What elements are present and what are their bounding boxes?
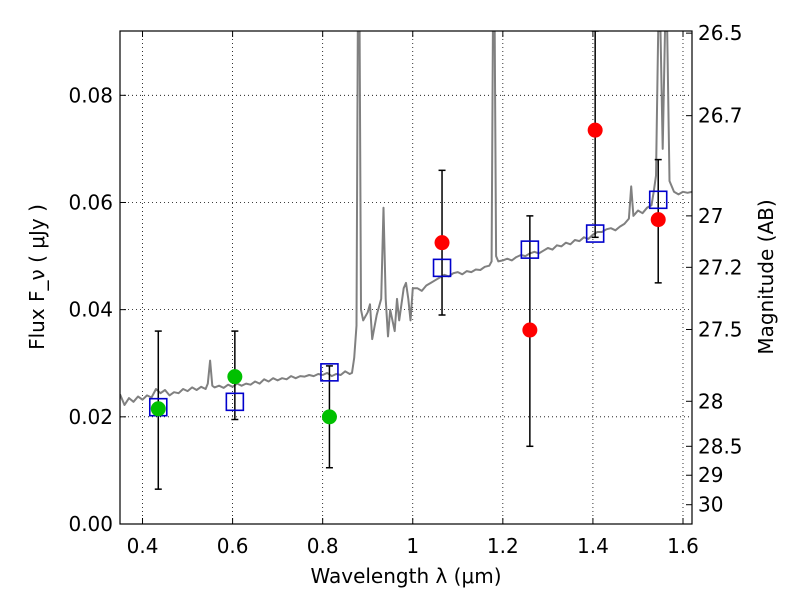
x-tick-label: 1.6 (667, 534, 699, 558)
y-tick-label: 0.08 (68, 83, 113, 107)
plot-frame (119, 30, 693, 525)
observed-point (650, 212, 666, 228)
observed-circle-markers (150, 122, 666, 425)
right-tick-label: 26.7 (698, 104, 743, 128)
observed-point (227, 369, 243, 385)
grid (120, 31, 692, 524)
model-square (585, 224, 605, 243)
observed-point (321, 409, 337, 425)
right-tick-label: 26.5 (698, 21, 743, 45)
right-tick-label: 27.5 (698, 317, 743, 341)
x-axis-label: Wavelength λ (μm) (310, 564, 501, 588)
x-tick-label: 1 (406, 534, 419, 558)
right-tick-label: 30 (698, 493, 723, 517)
model-square (648, 190, 668, 210)
x-tick-label: 0.6 (217, 534, 249, 558)
observed-point (522, 322, 538, 338)
observed-point (434, 235, 450, 251)
y-tick-label: 0.04 (68, 298, 113, 322)
y-tick-label: 0.02 (68, 405, 113, 429)
model-square (432, 258, 452, 278)
axis-ticks: 0.4 0.6 0.8 1 1.2 1.4 1.6 0.00 0.02 0.04 0.06 0.08 2… (68, 21, 742, 558)
model-square (320, 363, 339, 382)
x-tick-label: 0.4 (127, 534, 159, 558)
right-tick-label: 27.2 (698, 255, 743, 279)
right-tick-label: 27 (698, 204, 723, 228)
right-tick-label: 29 (698, 463, 723, 487)
y-axis-label: Flux F_ν ( μJy ) (25, 204, 49, 350)
y-axis-right-label: Magnitude (AB) (754, 199, 778, 354)
x-tick-label: 0.8 (307, 534, 339, 558)
y-tick-label: 0.06 (68, 190, 113, 214)
right-tick-label: 28 (698, 389, 723, 413)
x-tick-label: 1.2 (487, 534, 519, 558)
y-tick-label: 0.00 (68, 512, 113, 536)
observed-point (587, 122, 603, 138)
model-square (520, 240, 540, 259)
observed-point (150, 401, 166, 417)
x-tick-label: 1.4 (577, 534, 609, 558)
model-square (225, 392, 245, 412)
right-tick-label: 28.5 (698, 434, 743, 458)
